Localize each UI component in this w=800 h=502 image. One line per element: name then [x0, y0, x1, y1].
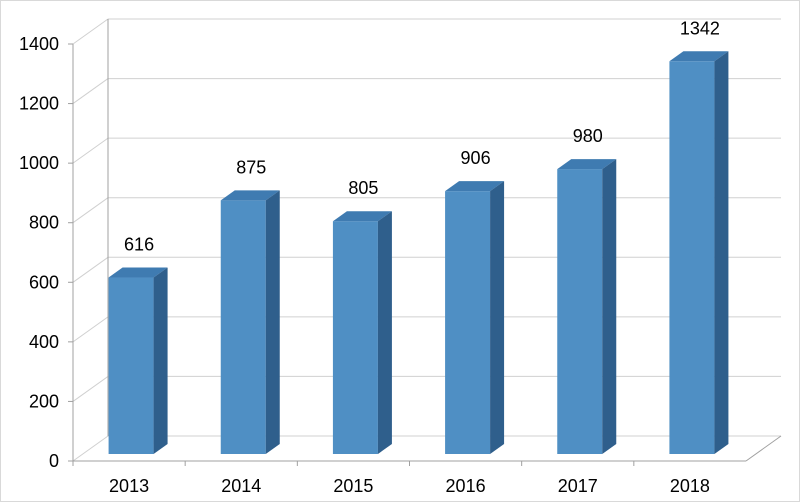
- bar-front-face: [669, 61, 715, 454]
- bar-top-face: [332, 211, 392, 222]
- bar-2016: [445, 181, 505, 455]
- axes: [68, 19, 782, 466]
- bar-front-face: [108, 277, 154, 454]
- bar-2017: [557, 159, 617, 454]
- gridline-diagonal: [72, 78, 109, 104]
- bar-side-face: [714, 51, 729, 454]
- data-label: 1342: [680, 18, 720, 38]
- bar-front-face: [332, 221, 378, 454]
- y-axis-ticks: 0 200 400 600 800 1000 1200 1400: [19, 34, 59, 471]
- bar-side-face: [153, 267, 168, 454]
- y-tick-label: 600: [29, 272, 59, 292]
- data-label: 805: [348, 178, 378, 198]
- gridline-diagonal: [72, 197, 109, 224]
- bar-front-face: [557, 169, 603, 454]
- bar-side-face: [490, 181, 505, 455]
- gridline-diagonal: [72, 376, 109, 402]
- bar-top-face: [557, 159, 617, 170]
- y-tick-label: 200: [29, 391, 59, 411]
- y-tick-label: 800: [29, 213, 59, 233]
- bar-top-face: [108, 267, 168, 278]
- bar-2014: [220, 190, 280, 454]
- x-tick-label: 2013: [109, 476, 149, 496]
- data-label: 980: [573, 126, 603, 146]
- bar-2018: [669, 51, 729, 454]
- bar-front-face: [220, 200, 266, 454]
- bar-side-face: [377, 211, 392, 454]
- gridline-diagonal: [72, 137, 109, 164]
- x-tick-label: 2017: [558, 476, 598, 496]
- gridline-diagonal: [72, 435, 109, 462]
- bars: [108, 51, 729, 455]
- data-label: 906: [461, 148, 491, 168]
- y-tick-label: 0: [49, 451, 59, 471]
- gridline-diagonal: [72, 256, 109, 283]
- y-tick-label: 1000: [19, 153, 59, 173]
- gridlines: [72, 18, 781, 462]
- bar-side-face: [265, 190, 280, 454]
- bar-top-face: [669, 51, 729, 62]
- y-tick-label: 400: [29, 332, 59, 352]
- x-tick-label: 2016: [446, 476, 486, 496]
- data-label: 875: [236, 157, 266, 177]
- bar-top-face: [445, 181, 505, 192]
- x-tick-label: 2015: [333, 476, 373, 496]
- bar-2013: [108, 267, 168, 454]
- x-tick-label: 2014: [221, 476, 261, 496]
- x-tick-label: 2018: [670, 476, 710, 496]
- gridline-diagonal: [72, 316, 109, 343]
- y-tick-label: 1400: [19, 34, 59, 54]
- bar-side-face: [602, 159, 617, 454]
- bar-top-face: [220, 190, 280, 201]
- gridline-diagonal: [72, 18, 109, 45]
- bar-2015: [332, 211, 392, 454]
- data-label: 616: [124, 235, 154, 255]
- y-tick-label: 1200: [19, 94, 59, 114]
- x-axis-ticks: 2013 2014 2015 2016 2017 2018: [109, 476, 710, 496]
- bar-front-face: [445, 191, 491, 455]
- floor-edge: [745, 435, 782, 462]
- data-labels: 616 875 805 906 980 1342: [124, 18, 720, 254]
